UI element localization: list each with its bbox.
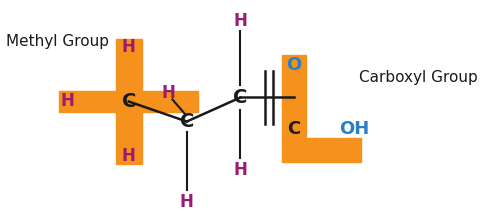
Text: H: H [180, 193, 194, 211]
Bar [60, 92, 198, 112]
Text: C: C [180, 112, 194, 131]
Text: OH: OH [339, 120, 369, 138]
Text: H: H [61, 92, 74, 110]
Text: C: C [287, 120, 301, 138]
Bar [282, 138, 361, 162]
Text: C: C [233, 88, 247, 107]
Bar [116, 39, 142, 164]
Text: C: C [122, 92, 136, 111]
Text: O: O [286, 56, 302, 74]
Text: H: H [233, 160, 247, 179]
Text: Methyl Group: Methyl Group [6, 34, 109, 49]
Text: H: H [122, 38, 136, 56]
Text: H: H [122, 146, 136, 165]
Text: H: H [161, 85, 175, 102]
Bar [282, 56, 306, 139]
Text: Carboxyl Group: Carboxyl Group [359, 70, 478, 85]
Text: H: H [233, 13, 247, 30]
